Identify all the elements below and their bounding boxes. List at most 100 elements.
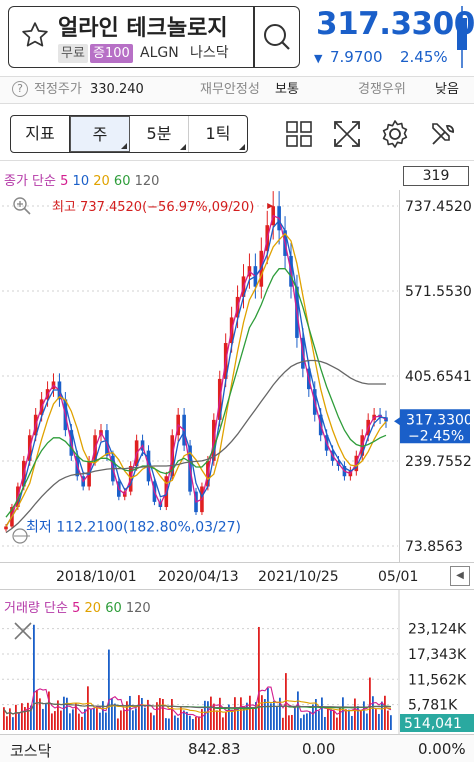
- volume-bar: [303, 714, 305, 730]
- volume-bar: [264, 699, 266, 730]
- crosshair-toggle-icon[interactable]: [12, 620, 34, 642]
- help-icon[interactable]: ?: [12, 81, 28, 97]
- star-icon[interactable]: [20, 20, 50, 50]
- ma-120-line: [5, 359, 386, 534]
- price-ma-legend[interactable]: 종가 단순 5 10 20 60 120: [4, 170, 159, 189]
- volume-bar: [54, 711, 56, 730]
- volume-bar: [369, 677, 371, 730]
- current-price-tag-bg: [400, 409, 470, 444]
- volume-bar: [48, 691, 50, 730]
- vol-y-tick-label: 23,124K: [408, 622, 467, 638]
- volume-bar: [183, 710, 185, 730]
- vol-ma-120-line: [3, 702, 392, 715]
- volume-bar: [243, 707, 245, 730]
- financial-stability-value: 보통: [275, 82, 299, 97]
- stock-name[interactable]: 얼라인 테크놀로지: [58, 16, 228, 41]
- info-row: [0, 76, 474, 104]
- volume-bar: [99, 712, 101, 730]
- volume-bar: [240, 697, 242, 730]
- period-week-button[interactable]: 주: [70, 116, 130, 152]
- volume-bar: [21, 703, 23, 730]
- volume-bar: [141, 698, 143, 730]
- volume-bar: [291, 714, 293, 730]
- index-value: 842.83: [188, 740, 241, 758]
- gear-icon[interactable]: [376, 115, 414, 153]
- volume-bar: [282, 717, 284, 730]
- volume-bar: [249, 695, 251, 730]
- current-price: 317.3300: [316, 6, 474, 42]
- volume-bar: [222, 717, 224, 730]
- volume-bar: [117, 718, 119, 730]
- volume-bar: [39, 698, 41, 730]
- volume-bar: [333, 711, 335, 730]
- grid-layout-icon[interactable]: [280, 115, 318, 153]
- volume-bar: [348, 709, 350, 730]
- volume-bar: [3, 707, 5, 730]
- volume-bar: [81, 716, 83, 730]
- volume-bar: [261, 695, 263, 730]
- ma-10-label: 10: [72, 174, 90, 189]
- volume-bar: [360, 710, 362, 730]
- search-icon[interactable]: [254, 6, 300, 68]
- volume-bar: [309, 711, 311, 730]
- index-ticker-bar[interactable]: [0, 734, 474, 762]
- volume-bar: [354, 698, 356, 730]
- volume-ma-legend[interactable]: 거래량 단순 5 20 60 120: [4, 597, 151, 616]
- volume-bar: [156, 702, 158, 730]
- period-1tick-button[interactable]: 1틱: [189, 116, 247, 152]
- volume-bar: [195, 716, 197, 730]
- volume-bar: [108, 649, 110, 730]
- vol-y-tick-label: 17,343K: [408, 647, 467, 663]
- volume-bar: [180, 707, 182, 730]
- volume-bar: [201, 709, 203, 730]
- volume-bar: [12, 717, 14, 730]
- chevron-left-icon[interactable]: ◀: [450, 566, 470, 586]
- tools-icon[interactable]: [424, 115, 462, 153]
- price-axis: [399, 190, 474, 562]
- index-change-pct: 0.00%: [418, 740, 466, 758]
- volume-bar: [234, 697, 236, 730]
- stock-header-box[interactable]: [8, 6, 300, 68]
- volume-bar: [147, 699, 149, 730]
- volume-bar: [24, 707, 26, 730]
- volume-bar: [204, 700, 206, 730]
- fair-price-label: 적정주가: [34, 82, 82, 97]
- ma-10-line: [5, 219, 387, 527]
- volume-bar: [192, 719, 194, 730]
- vol-ma-5-line: [3, 686, 392, 718]
- indicator-button[interactable]: 지표: [11, 116, 70, 152]
- volume-bar: [252, 709, 254, 730]
- volume-bar: [366, 713, 368, 730]
- volume-bar: [144, 707, 146, 730]
- ma-20-line: [5, 232, 387, 527]
- current-price-tag: 317.3300: [406, 412, 473, 428]
- volume-bar: [84, 709, 86, 730]
- volume-bar: [357, 706, 359, 730]
- fullscreen-icon[interactable]: [328, 115, 366, 153]
- value-box[interactable]: 319: [403, 166, 469, 186]
- volume-chart[interactable]: 23,124K 17,343K 11,562K 5,781K 514,041: [0, 590, 474, 734]
- volume-bar: [351, 715, 353, 730]
- volume-bar: [378, 713, 380, 730]
- volume-bar: [102, 701, 104, 730]
- volume-bar: [96, 708, 98, 730]
- volume-bar: [381, 701, 383, 730]
- zoom-in-icon[interactable]: [12, 196, 32, 216]
- price-chart[interactable]: 737.4520 571.5530 405.6541 239.7552 73.8563 최…: [0, 190, 474, 562]
- current-pct-tag: −2.45%: [408, 428, 464, 444]
- volume-bar: [339, 708, 341, 730]
- period-5min-button[interactable]: 5분: [130, 116, 189, 152]
- volume-bar: [6, 716, 8, 730]
- volume-bar: [237, 708, 239, 730]
- volume-bar: [213, 703, 215, 730]
- volume-bar: [273, 700, 275, 730]
- index-name: 코스닥: [10, 742, 52, 760]
- volume-bar: [186, 711, 188, 730]
- vol-ma-60-label: 60: [105, 601, 122, 616]
- price-change: 7.9700: [330, 48, 383, 66]
- competitive-advantage-value: 낮음: [435, 82, 459, 97]
- margin-badge: 증100: [90, 44, 133, 63]
- volume-bar: [30, 705, 32, 730]
- date-label-1: 2018/10/01: [56, 569, 137, 585]
- volume-bar: [246, 702, 248, 730]
